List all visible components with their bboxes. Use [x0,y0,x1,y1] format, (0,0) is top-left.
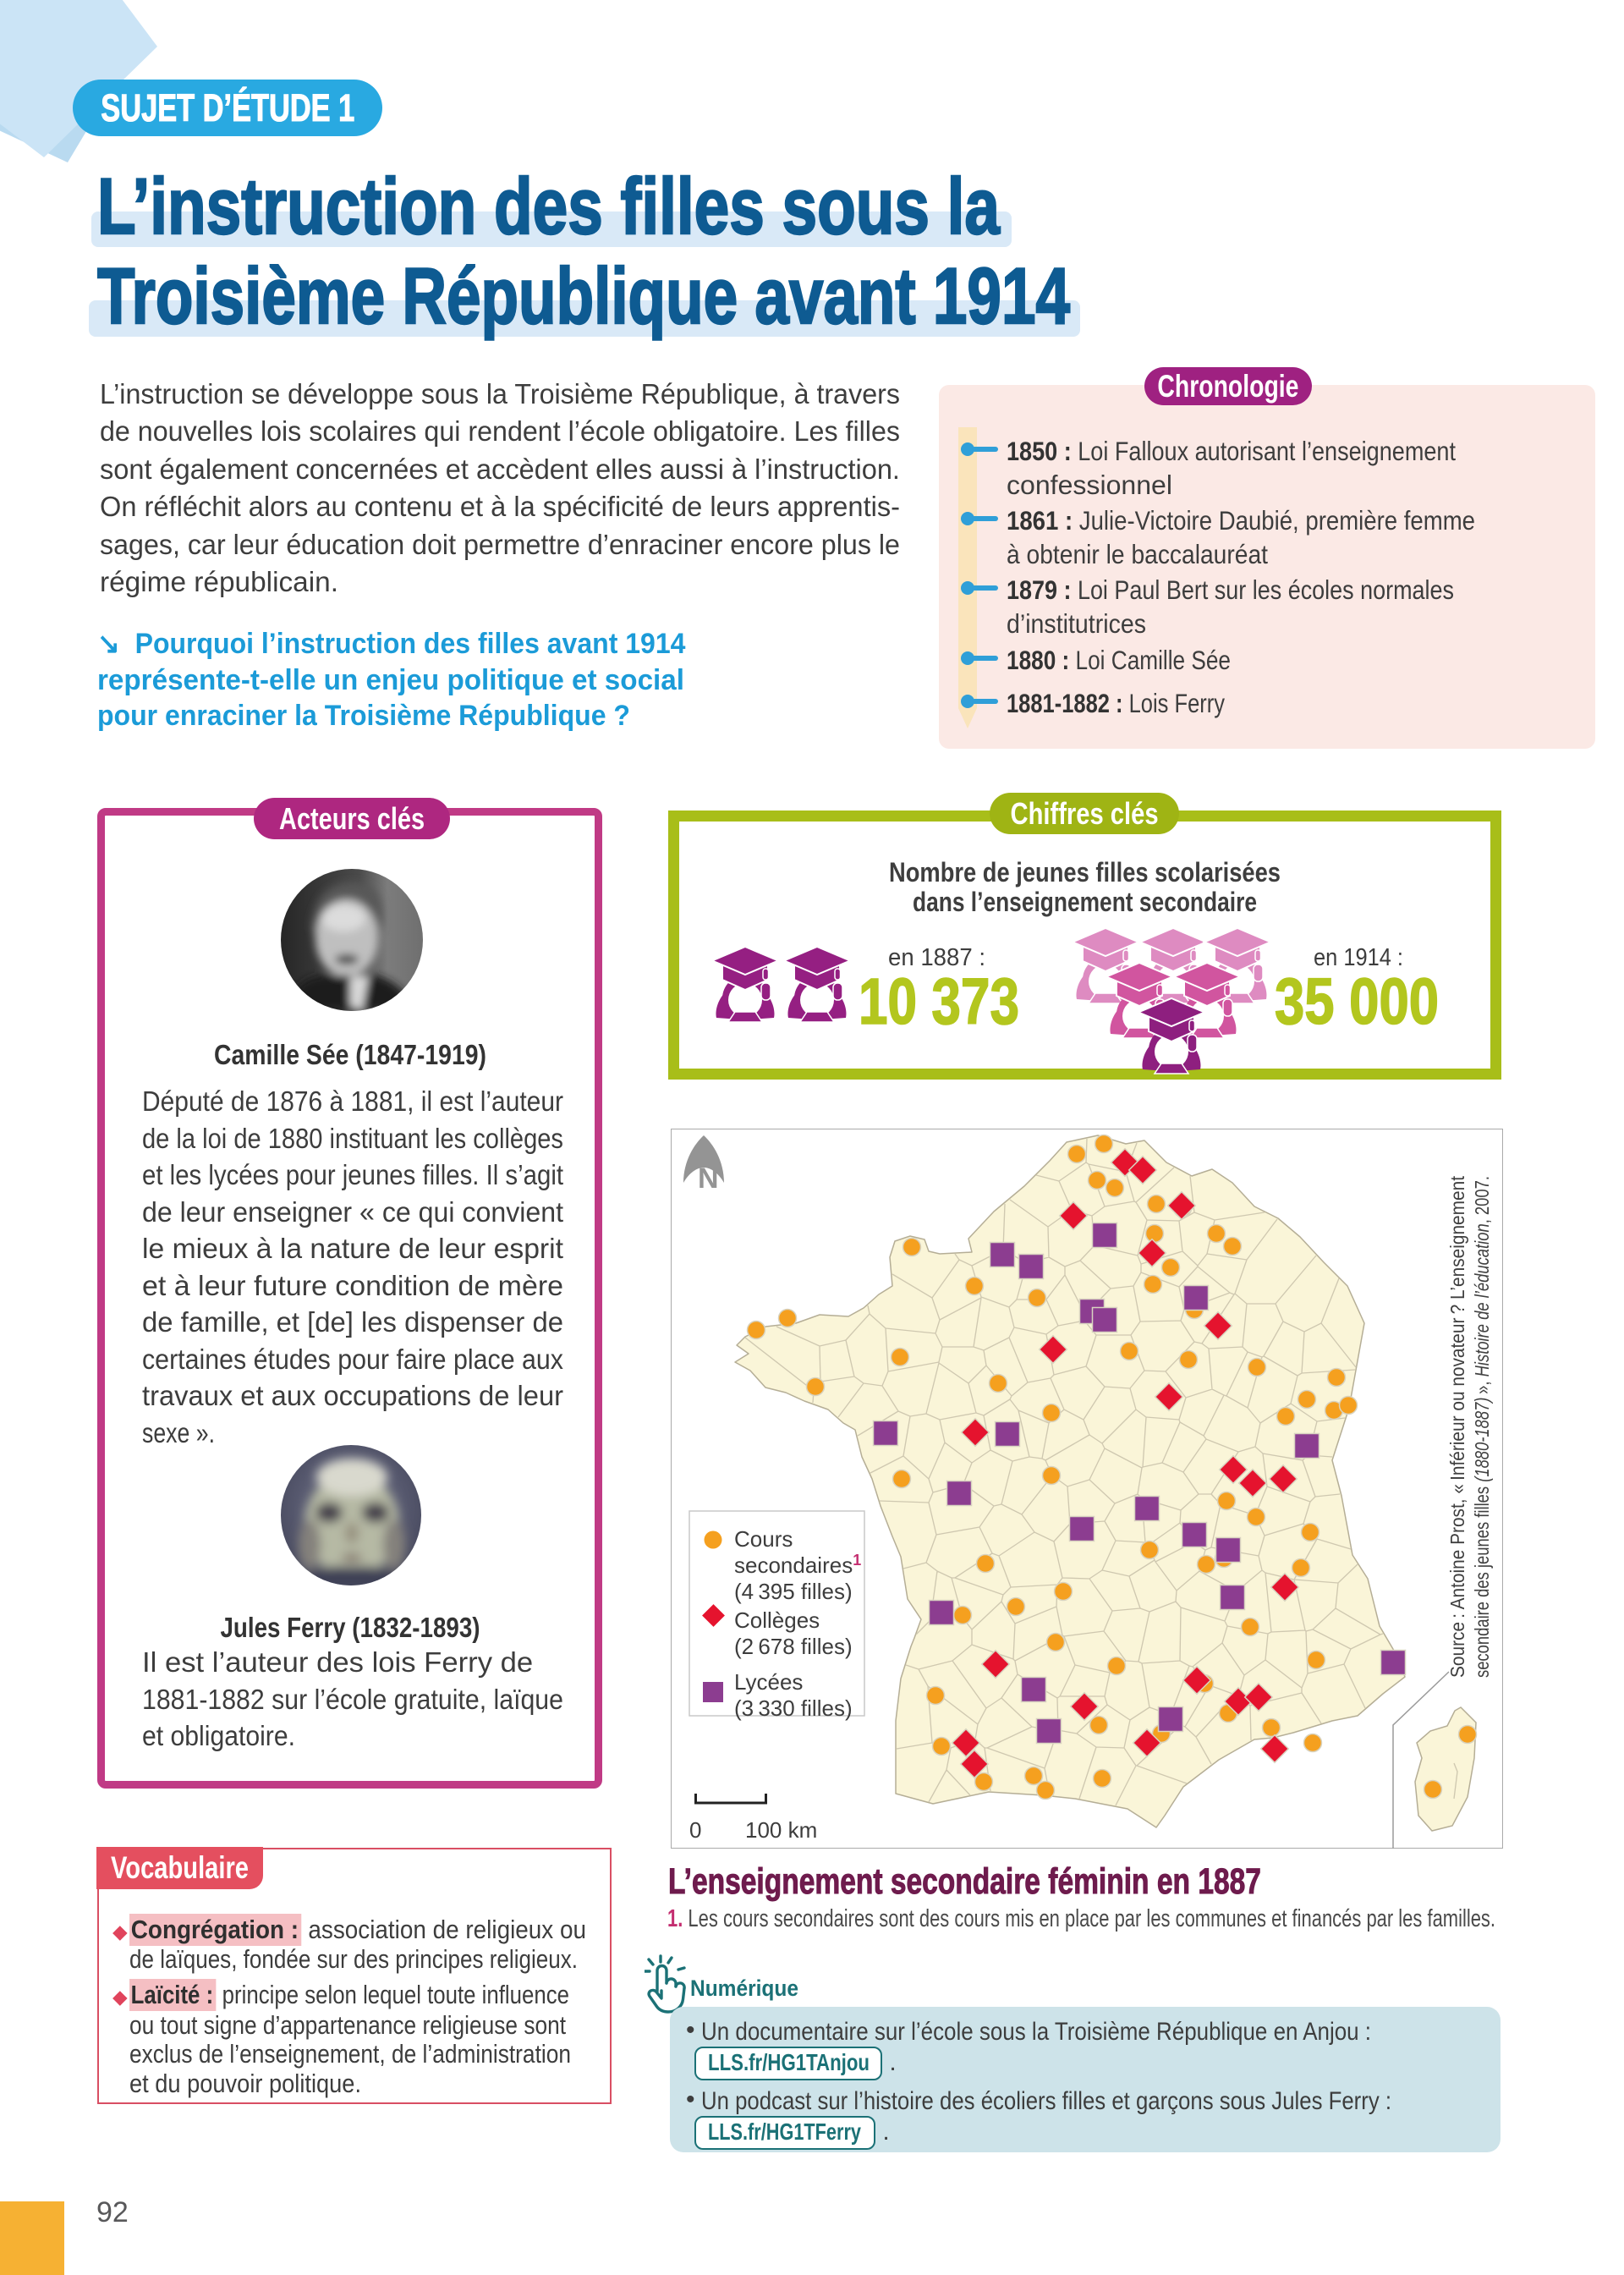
svg-text:Collèges: Collèges [734,1607,820,1633]
svg-text:Cours: Cours [734,1526,793,1552]
svg-text:Source : Antoine Prost, « Infé: Source : Antoine Prost, « Inférieur ou n… [1446,1176,1468,1678]
svg-text:(2 678 filles): (2 678 filles) [734,1634,853,1659]
svg-text:secondaire des jeunes filles (: secondaire des jeunes filles (1880-1887)… [1471,1176,1493,1678]
svg-text:(4 395 filles): (4 395 filles) [734,1579,853,1604]
svg-text:secondaires1: secondaires1 [734,1552,861,1578]
svg-text:(3 330 filles): (3 330 filles) [734,1695,853,1721]
svg-text:N: N [698,1162,719,1195]
svg-text:Lycées: Lycées [734,1669,803,1695]
svg-text:100 km: 100 km [745,1817,817,1843]
svg-text:0: 0 [689,1817,701,1843]
